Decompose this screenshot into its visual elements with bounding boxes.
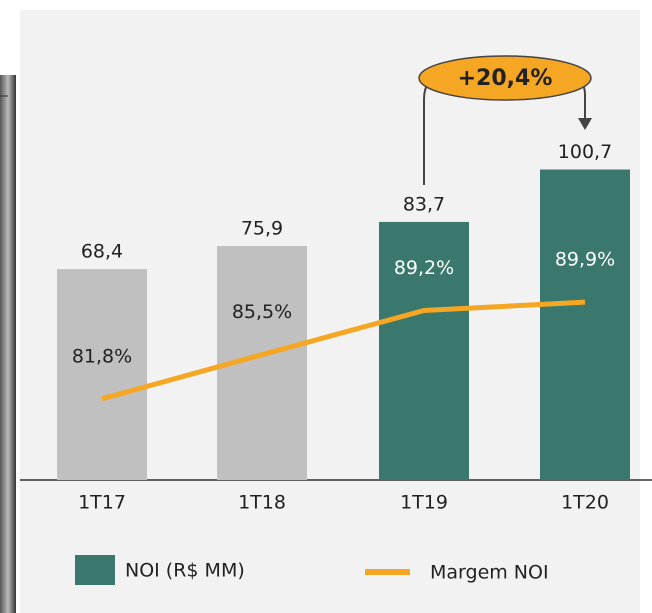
x-tick-label: 1T17 [78,492,126,514]
line-value-label: 81,8% [72,345,132,367]
side-strip [0,75,16,613]
x-tick-label: 1T19 [400,492,448,514]
line [101,299,586,402]
x-tick-label: 1T20 [561,492,609,514]
line-value-label: 85,5% [232,301,292,323]
arrow-head [578,118,592,130]
annotation: +20,4% [458,66,553,91]
line-value-label: 89,9% [555,249,615,271]
bar [379,221,469,481]
x-tick-label: 1T18 [238,492,286,514]
annotation-bubble [418,55,592,101]
bar-value-label: 100,7 [558,141,612,163]
legend-label: Margem NOI [430,562,549,584]
line-value-label: 89,2% [394,257,454,279]
bar-value-label: 68,4 [81,241,123,263]
bar [540,169,630,480]
bar-value-label: 75,9 [241,217,283,239]
legend-swatch [75,555,115,585]
bar [57,269,147,480]
legend-label: NOI (R$ MM) [125,560,245,582]
bar-value-label: 83,7 [403,193,445,215]
